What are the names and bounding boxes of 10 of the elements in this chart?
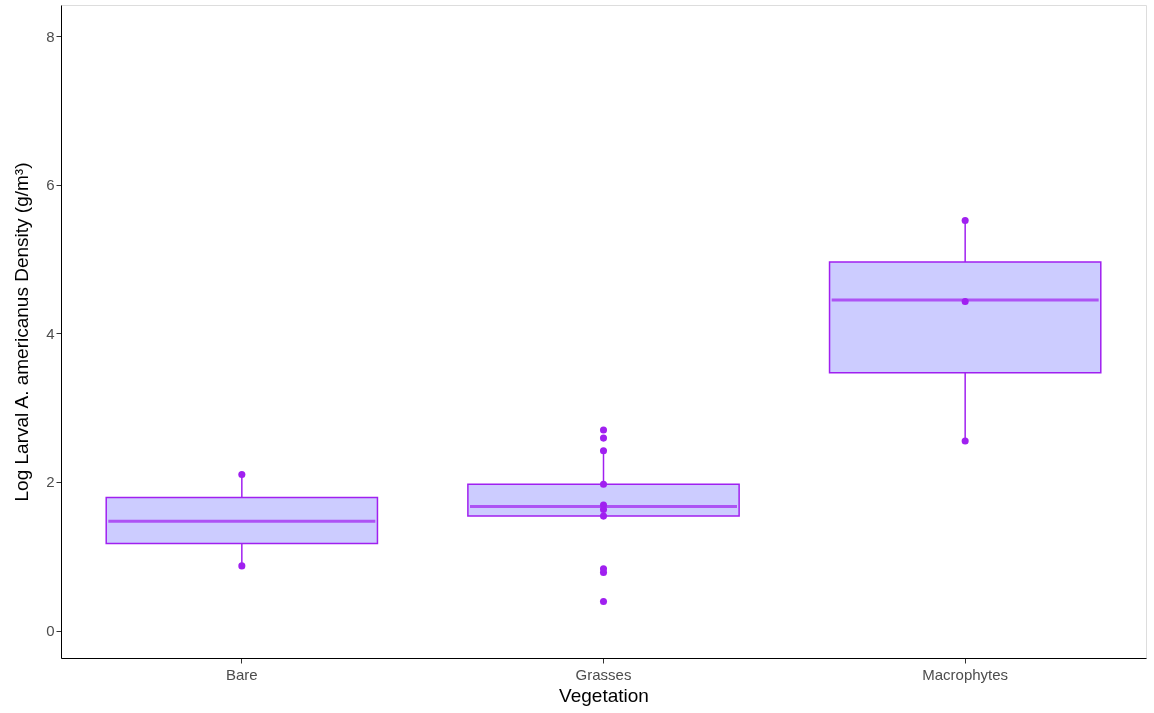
y-axis-title: Log Larval A. americanus Density (g/m³)	[11, 162, 33, 502]
x-tick-label: Bare	[225, 665, 258, 683]
y-tick-label: 6	[46, 176, 55, 194]
x-tick-label: Grasses	[575, 665, 632, 683]
y-tick-label: 4	[46, 324, 55, 342]
y-tick-label: 2	[46, 473, 55, 491]
y-tick-label: 8	[46, 27, 55, 45]
y-tick-label: 0	[46, 622, 55, 640]
x-axis-title: Vegetation	[559, 684, 649, 706]
x-tick-label: Macrophytes	[922, 665, 1009, 683]
